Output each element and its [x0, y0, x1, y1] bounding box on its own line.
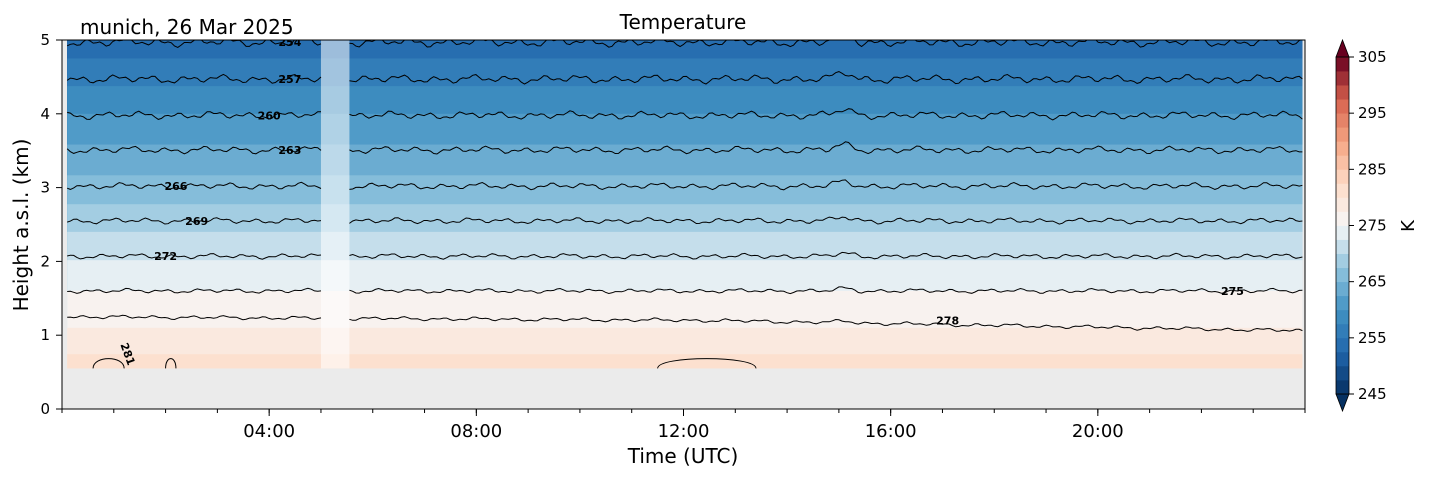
colorbar-segment: [1336, 211, 1349, 226]
contour-label-257: 257: [278, 73, 301, 86]
colorbar-segment: [1336, 183, 1349, 198]
colorbar-segment: [1336, 57, 1349, 72]
contour-260: [67, 110, 321, 120]
contour-label-266: 266: [164, 180, 187, 193]
contour-269: [67, 217, 322, 225]
contour-label-278: 278: [936, 314, 959, 327]
colorbar: 245 255 265 275 285 295 305: [1335, 38, 1387, 413]
colorbar-segment: [1336, 281, 1349, 297]
x-tick-label: 12:00: [658, 421, 710, 442]
contour-label-272: 272: [154, 250, 177, 263]
x-tick-label: 04:00: [243, 421, 295, 442]
y-axis-label: Height a.s.l. (km): [9, 139, 33, 312]
colorbar-segment: [1336, 197, 1349, 212]
colorbar-segment: [1336, 127, 1349, 142]
colorbar-tick-label: 295: [1358, 104, 1387, 122]
colorbar-segment: [1336, 309, 1349, 325]
colorbar-tick-label: 245: [1358, 385, 1387, 403]
contour-label-269: 269: [185, 215, 208, 228]
colorbar-segment: [1336, 365, 1349, 381]
colorbar-segment: [1336, 267, 1349, 283]
colorbar-segment: [1336, 169, 1349, 184]
y-tick-label: 5: [40, 31, 50, 49]
y-axis: 0 1 2 3 4 5: [40, 31, 62, 418]
contour-266: [67, 181, 322, 190]
contour-label-275: 275: [1221, 285, 1244, 298]
colorbar-segment: [1336, 337, 1349, 353]
colorbar-segment: [1336, 225, 1349, 240]
colorbar-tick-label: 275: [1358, 217, 1387, 235]
colorbar-extend-max: [1335, 38, 1350, 58]
contour-281: [657, 358, 757, 369]
colorbar-segment: [1336, 71, 1349, 86]
contour-263: [66, 145, 322, 155]
contour-254: [349, 40, 1302, 48]
x-tick-label: 20:00: [1072, 421, 1124, 442]
x-tick-label: 08:00: [450, 421, 502, 442]
data-gap: [320, 40, 350, 369]
y-tick-label: 0: [40, 400, 50, 418]
contour-label-260: 260: [258, 109, 281, 122]
colorbar-tick-label: 305: [1358, 48, 1387, 66]
colorbar-segment: [1336, 253, 1349, 269]
contour-278: [349, 316, 1303, 332]
colorbar-tick-label: 285: [1358, 160, 1387, 178]
contour-269: [349, 216, 1303, 225]
colorbar-segment: [1336, 99, 1349, 114]
y-tick-label: 4: [40, 105, 50, 123]
colorbar-segment: [1336, 85, 1349, 100]
contour-263: [349, 141, 1303, 155]
x-axis-label: Time (UTC): [627, 444, 739, 468]
colorbar-segment: [1336, 239, 1349, 254]
contour-label-263: 263: [278, 144, 301, 157]
chart-title: Temperature: [619, 10, 747, 34]
contour-266: [349, 179, 1303, 191]
colorbar-tick-label: 265: [1358, 273, 1387, 291]
contour-272: [349, 251, 1303, 260]
contour-281: [92, 358, 125, 369]
site-date-label: munich, 26 Mar 2025: [80, 15, 294, 39]
contour-281: [165, 358, 177, 369]
colorbar-tick-label: 255: [1358, 329, 1387, 347]
y-tick-label: 1: [40, 326, 50, 344]
contour-257: [349, 71, 1303, 85]
colorbar-label: K: [1398, 219, 1419, 232]
colorbar-segment: [1336, 379, 1349, 395]
x-axis: 04:00 08:00 12:00 16:00 20:00: [61, 409, 1306, 442]
colorbar-segment: [1336, 155, 1349, 170]
contour-260: [349, 108, 1303, 121]
colorbar-segment: [1336, 351, 1349, 367]
contour-278: [67, 314, 322, 321]
y-tick-label: 3: [40, 179, 50, 197]
contour-272: [67, 253, 322, 260]
x-tick-label: 16:00: [865, 421, 917, 442]
contour-275: [349, 286, 1303, 295]
colorbar-extend-min: [1335, 393, 1350, 413]
colorbar-segment: [1336, 141, 1349, 156]
contour-257: [66, 73, 322, 84]
colorbar-segment: [1336, 113, 1349, 128]
contour-275: [67, 287, 322, 294]
colorbar-segment: [1336, 295, 1349, 311]
y-tick-label: 2: [40, 252, 50, 270]
contour-label-254: 254: [278, 36, 301, 49]
colorbar-segment: [1336, 323, 1349, 339]
temperature-band: [67, 354, 1303, 369]
